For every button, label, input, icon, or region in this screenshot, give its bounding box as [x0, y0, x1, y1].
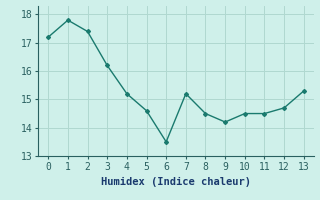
X-axis label: Humidex (Indice chaleur): Humidex (Indice chaleur)	[101, 177, 251, 187]
